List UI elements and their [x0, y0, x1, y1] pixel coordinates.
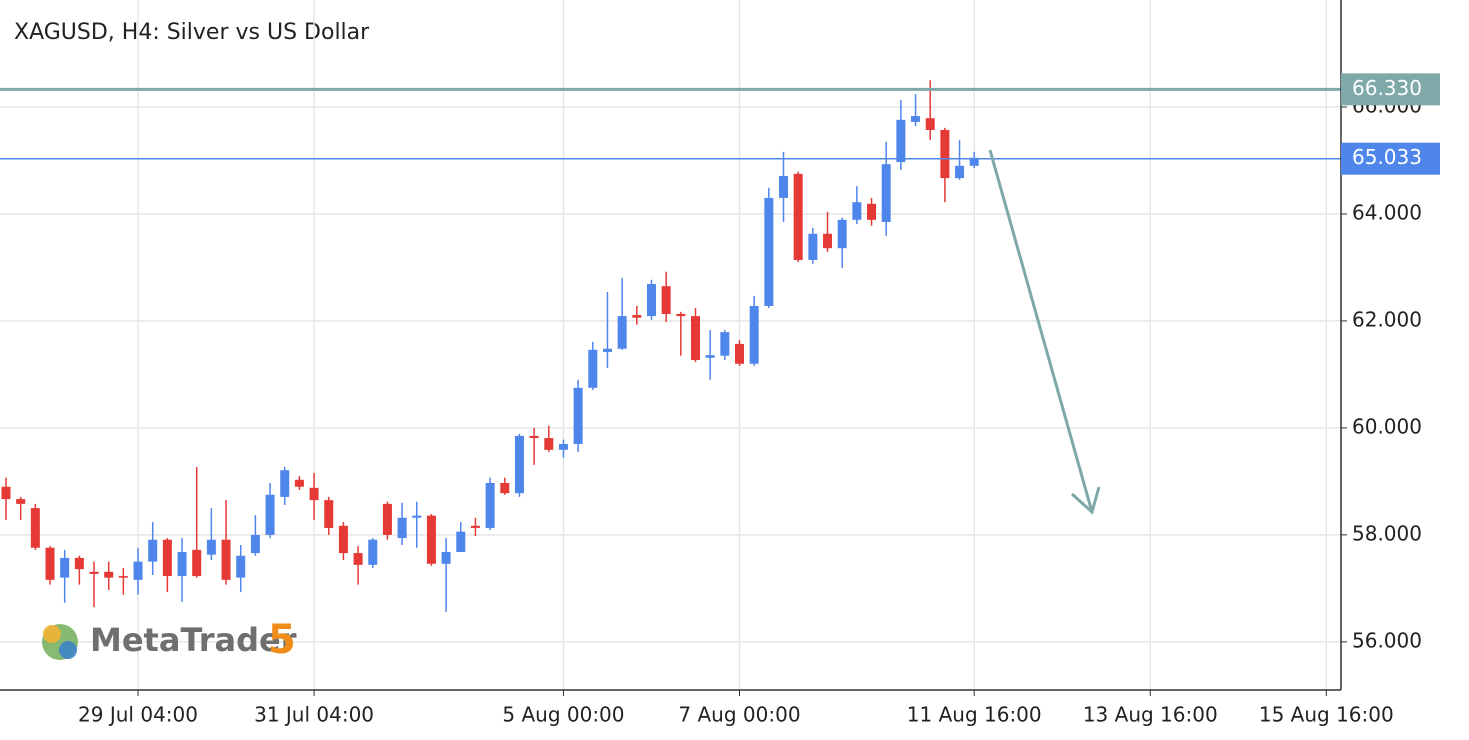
- watermark-name: MetaTrader: [90, 621, 297, 659]
- candle-body: [89, 571, 99, 574]
- candle-body: [867, 203, 877, 220]
- candle-body: [426, 515, 436, 564]
- candle-body: [779, 175, 789, 198]
- candle-body: [441, 552, 451, 564]
- grid: [0, 0, 1341, 690]
- price-label-box: [1341, 142, 1440, 175]
- candle-body: [617, 316, 627, 349]
- watermark-number: 5: [268, 617, 296, 663]
- candle-body: [529, 435, 539, 439]
- candle-body: [823, 233, 833, 249]
- candle-body: [544, 438, 554, 450]
- candle-body: [177, 552, 187, 577]
- candle-body: [16, 499, 26, 504]
- y-tick-label: 58.000: [1352, 521, 1422, 545]
- candle-body: [368, 539, 378, 565]
- x-tick-label: 5 Aug 00:00: [502, 703, 624, 727]
- candle-body: [705, 355, 715, 358]
- candle-body: [280, 470, 290, 497]
- x-tick-label: 31 Jul 04:00: [254, 703, 374, 727]
- candle-body: [397, 517, 407, 539]
- candle-body: [162, 539, 172, 577]
- price-label: 66.330: [1352, 76, 1422, 100]
- x-tick-label: 13 Aug 16:00: [1083, 703, 1218, 727]
- candle-body: [456, 531, 466, 552]
- candle-body: [104, 571, 114, 578]
- y-tick-label: 56.000: [1352, 628, 1422, 652]
- candle-body: [236, 555, 246, 578]
- candle-body: [514, 435, 524, 494]
- candle-body: [749, 305, 759, 364]
- candle-body: [221, 539, 231, 580]
- y-tick-label: 60.000: [1352, 414, 1422, 438]
- candle-body: [925, 118, 935, 130]
- forecast-arrow: [988, 149, 1101, 515]
- candle-body: [382, 503, 392, 535]
- candle-body: [793, 173, 803, 260]
- candle-body: [690, 316, 700, 360]
- candle-body: [133, 561, 143, 580]
- candle-body: [324, 500, 334, 528]
- x-tick-label: 29 Jul 04:00: [78, 703, 198, 727]
- candle-body: [412, 515, 422, 518]
- candle-body: [206, 539, 216, 555]
- candle-body: [1, 486, 11, 500]
- candle-body: [602, 348, 612, 352]
- chart-title: XAGUSD, H4: Silver vs US Dollar: [14, 20, 370, 45]
- candle-body: [148, 539, 158, 562]
- candle-body: [896, 119, 906, 163]
- candle-body: [661, 286, 671, 314]
- y-tick-label: 64.000: [1352, 200, 1422, 224]
- candle-body: [265, 494, 275, 535]
- candle-body: [837, 219, 847, 249]
- candle-body: [764, 197, 774, 306]
- candle-body: [470, 525, 480, 528]
- price-label: 65.033: [1352, 145, 1422, 169]
- candle-body: [485, 483, 495, 528]
- candle-body: [118, 576, 128, 578]
- candle-body: [573, 387, 583, 444]
- candle-body: [192, 549, 202, 577]
- x-tick-label: 15 Aug 16:00: [1259, 703, 1394, 727]
- candle-body: [852, 202, 862, 220]
- candle-body: [250, 534, 260, 554]
- y-tick-label: 62.000: [1352, 307, 1422, 331]
- candle-body: [309, 487, 319, 501]
- logo: MetaTrader 5: [42, 617, 297, 663]
- candle-body: [940, 129, 950, 179]
- candle-body: [353, 553, 363, 565]
- x-tick-label: 11 Aug 16:00: [907, 703, 1042, 727]
- candle-body: [881, 164, 891, 222]
- candle-body: [808, 233, 818, 260]
- candle-body: [646, 284, 656, 317]
- candle-body: [588, 349, 598, 388]
- candle-body: [955, 165, 965, 179]
- candle-body: [720, 332, 730, 356]
- candle-body: [735, 343, 744, 364]
- candles: [0, 80, 1341, 612]
- candle-body: [500, 483, 510, 494]
- candle-body: [294, 479, 304, 487]
- candle-body: [676, 313, 686, 317]
- price-label-box: [1341, 73, 1440, 106]
- candle-body: [338, 525, 348, 554]
- candle-body: [30, 508, 40, 548]
- candle-body: [969, 157, 979, 166]
- candle-body: [558, 443, 568, 450]
- candle-body: [632, 315, 642, 318]
- x-tick-label: 7 Aug 00:00: [678, 703, 800, 727]
- candle-body: [911, 116, 921, 122]
- candle-body: [45, 547, 55, 580]
- candle-body: [74, 557, 84, 570]
- candle-body: [60, 557, 70, 578]
